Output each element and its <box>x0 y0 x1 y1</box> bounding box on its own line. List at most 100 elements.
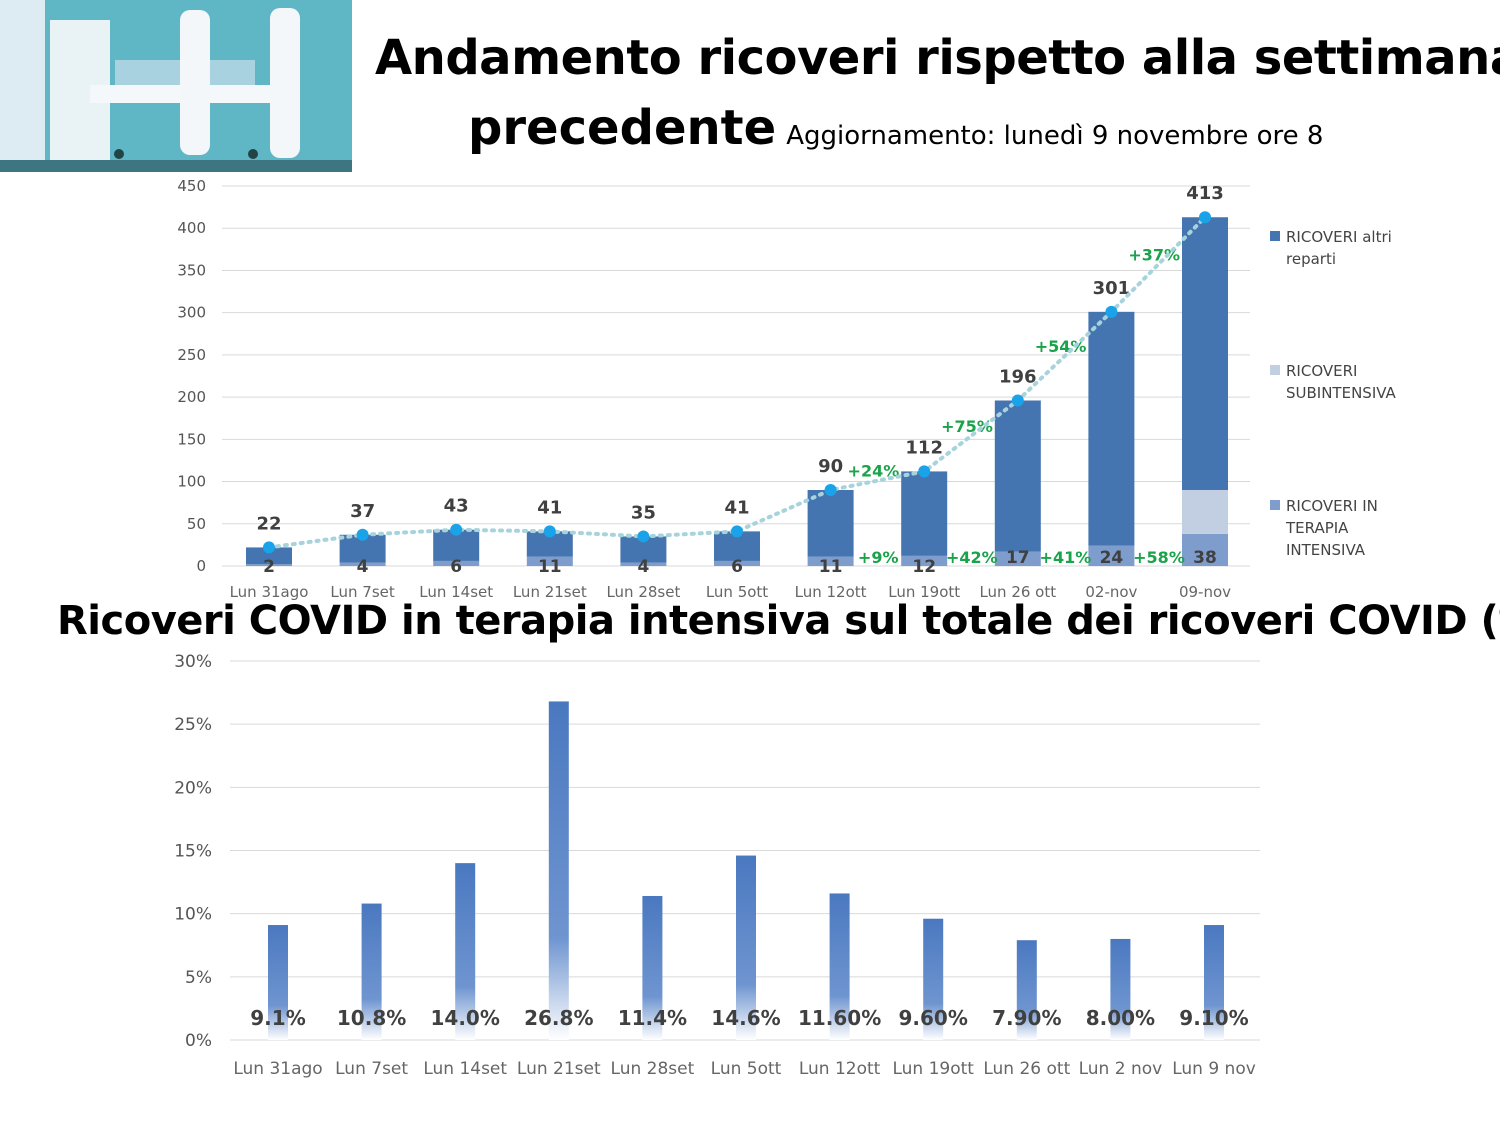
pct-bar <box>1110 938 1131 1040</box>
x-tick-label: Lun 7set <box>335 1059 408 1079</box>
legend-label: RICOVERI altri reparti <box>1286 228 1392 268</box>
bar-segment-intensiva <box>901 555 948 566</box>
legend-label: RICOVERI SUBINTENSIVA <box>1286 362 1396 402</box>
legend-swatch <box>1270 500 1280 510</box>
pct-label: 9.10% <box>1179 1006 1248 1030</box>
trend-point <box>356 528 369 541</box>
total-label: 41 <box>724 497 749 518</box>
bar-segment-altri <box>901 471 948 556</box>
bar-segment-intensiva <box>433 560 480 566</box>
trend-point <box>1199 211 1211 224</box>
trend-point <box>1105 305 1118 318</box>
trend-line <box>267 215 1207 550</box>
pct-bar <box>1016 940 1037 1040</box>
total-growth-label: +37% <box>1128 246 1180 265</box>
bar-segment-altri <box>807 490 854 557</box>
pct-label: 11.60% <box>798 1006 881 1030</box>
pct-label: 8.00% <box>1086 1006 1155 1030</box>
pct-label: 11.4% <box>618 1006 687 1030</box>
total-label: 301 <box>1093 278 1131 299</box>
intensive-label: 17 <box>1006 548 1030 568</box>
chart2-title: Ricoveri COVID in terapia intensiva sul … <box>57 598 1500 644</box>
pct-bar <box>642 895 663 1040</box>
legend-label: RICOVERI IN TERAPIA INTENSIVA <box>1286 497 1378 559</box>
legend-swatch <box>1270 231 1280 241</box>
y-tick-label: 150 <box>177 430 206 448</box>
pct-bar <box>455 863 476 1040</box>
y-tick-label: 250 <box>177 346 206 364</box>
intensive-growth-label: +9% <box>858 548 899 567</box>
intensive-label: 11 <box>538 557 562 577</box>
x-tick-label: Lun 19ott <box>892 1059 974 1079</box>
y-tick-label: 50 <box>187 515 206 533</box>
x-tick-label: Lun 14set <box>423 1059 507 1079</box>
y-tick-label: 450 <box>177 177 206 195</box>
trend-point <box>543 525 556 538</box>
bar-segment-intensiva <box>526 556 573 566</box>
trend-point <box>918 465 931 478</box>
x-tick-label: Lun 9 nov <box>1172 1059 1256 1079</box>
intensive-label: 11 <box>819 557 843 577</box>
total-label: 41 <box>537 497 562 518</box>
pct-bar <box>548 701 569 1040</box>
bar-segment-intensiva <box>246 564 292 566</box>
y-tick-label: 200 <box>177 388 206 406</box>
trend-point <box>263 541 275 554</box>
total-label: 90 <box>818 456 843 477</box>
total-growth-label: +54% <box>1035 337 1087 356</box>
page-title: Andamento ricoveri rispetto alla settima… <box>375 30 1500 86</box>
total-growth-label: +24% <box>848 462 900 481</box>
pct-label: 10.8% <box>337 1006 406 1030</box>
pct-bar <box>923 918 944 1040</box>
hospital-illustration <box>0 0 352 172</box>
total-label: 196 <box>999 366 1037 387</box>
bar-segment-altri <box>1182 217 1228 490</box>
trend-point <box>731 525 743 538</box>
pct-label: 14.0% <box>431 1006 500 1030</box>
bar-segment-intensiva <box>807 556 854 566</box>
y-tick-label: 0 <box>196 557 206 575</box>
y-tick-label: 10% <box>174 905 212 925</box>
bar-segment-altri <box>433 529 480 561</box>
bar-segment-intensiva <box>1088 545 1135 566</box>
pct-label: 7.90% <box>992 1006 1061 1030</box>
bar-segment-intensiva <box>1182 533 1228 566</box>
pct-bar <box>268 925 288 1040</box>
bar-segment-intensiva <box>714 560 760 566</box>
total-label: 37 <box>350 501 375 522</box>
bar-segment-altri <box>994 400 1041 552</box>
x-tick-label: Lun 21set <box>517 1059 601 1079</box>
total-label: 43 <box>444 496 469 517</box>
intensive-label: 24 <box>1100 548 1124 568</box>
trend-point <box>824 484 837 496</box>
bar-segment-altri <box>246 547 292 565</box>
y-tick-label: 20% <box>174 778 212 798</box>
bar-segment-altri <box>339 534 386 563</box>
intensive-label: 12 <box>912 557 936 577</box>
total-growth-label: +75% <box>941 417 993 436</box>
y-tick-label: 15% <box>174 842 212 862</box>
bar-segment-intensiva <box>339 562 386 566</box>
page-title-cont: precedente <box>468 100 777 156</box>
trend-point <box>450 523 463 536</box>
y-tick-label: 25% <box>174 715 212 735</box>
x-tick-label: Lun 12ott <box>799 1059 881 1079</box>
y-tick-label: 30% <box>174 652 212 672</box>
pct-label: 26.8% <box>524 1006 593 1030</box>
legend-swatch <box>1270 365 1280 375</box>
total-label: 22 <box>256 513 281 534</box>
trend-point <box>637 530 650 543</box>
bar-segment-altri <box>526 531 573 557</box>
x-tick-label: Lun 2 nov <box>1079 1059 1163 1079</box>
intensive-label: 6 <box>450 557 462 577</box>
total-label: 35 <box>631 502 656 523</box>
y-tick-label: 400 <box>177 219 206 237</box>
trend-point <box>1011 394 1024 407</box>
intensive-label: 4 <box>357 557 369 577</box>
bar-segment-altri <box>1088 311 1135 546</box>
x-tick-label: Lun 26 ott <box>983 1059 1070 1079</box>
intensive-label: 2 <box>263 557 275 577</box>
legend-altri: RICOVERI altri reparti <box>1270 226 1436 270</box>
pct-bar <box>361 903 382 1040</box>
y-tick-label: 350 <box>177 261 206 279</box>
